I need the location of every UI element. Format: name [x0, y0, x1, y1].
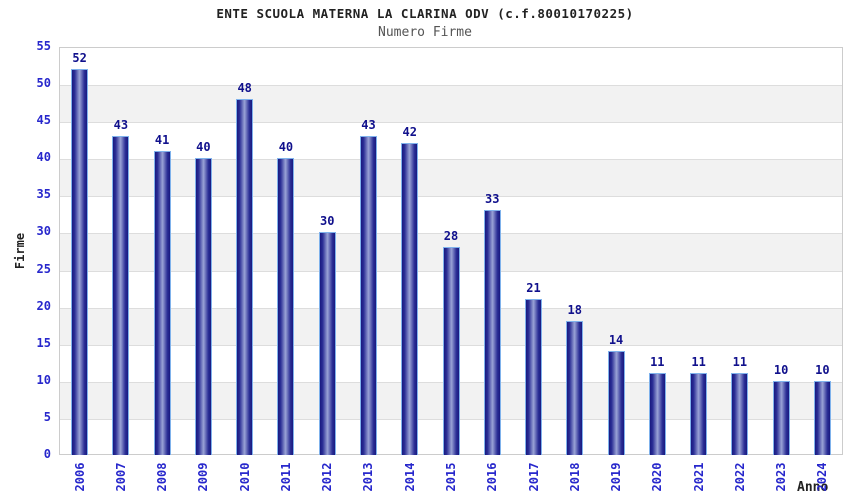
x-tick-label: 2015 — [444, 462, 458, 492]
x-tick-label: 2009 — [196, 462, 211, 492]
y-tick-label: 40 — [36, 150, 51, 165]
bar-value-label: 52 — [72, 51, 87, 66]
gridline — [60, 85, 842, 87]
bar — [607, 351, 625, 455]
y-tick-label: 10 — [36, 372, 51, 387]
gridline — [60, 122, 842, 124]
bar-value-label: 33 — [485, 192, 500, 207]
x-tick-label: 2021 — [691, 462, 706, 492]
bar — [813, 380, 831, 455]
x-tick-label: 2016 — [485, 462, 500, 492]
bar — [71, 69, 89, 455]
bar — [731, 373, 749, 455]
bar-value-label: 42 — [402, 125, 417, 140]
y-tick-label: 45 — [36, 113, 51, 128]
y-tick-label: 50 — [36, 76, 51, 91]
gridline — [60, 233, 842, 235]
bar — [401, 143, 419, 455]
y-tick-label: 15 — [36, 335, 51, 350]
bar — [690, 373, 708, 455]
bar-value-label: 10 — [773, 362, 789, 377]
x-tick-label: 2022 — [732, 462, 747, 492]
bar — [112, 136, 130, 455]
chart-title: ENTE SCUOLA MATERNA LA CLARINA ODV (c.f.… — [216, 6, 634, 21]
bar-value-label: 11 — [732, 355, 748, 370]
bar — [483, 210, 501, 455]
bar — [236, 98, 254, 455]
x-tick-label: 2017 — [526, 462, 541, 492]
background-band — [60, 159, 842, 197]
y-tick-label: 35 — [36, 187, 51, 202]
bar-value-label: 21 — [526, 281, 541, 296]
x-tick-label: 2020 — [650, 462, 665, 492]
background-band — [60, 85, 842, 123]
bar-value-label: 28 — [443, 229, 459, 244]
x-tick-label: 2011 — [278, 462, 293, 492]
bar — [359, 136, 377, 455]
bar-value-label: 40 — [278, 140, 294, 155]
bar — [566, 321, 584, 455]
gridline — [60, 196, 842, 198]
gridline — [60, 159, 842, 161]
bar-value-label: 43 — [113, 118, 129, 133]
x-tick-label: 2007 — [113, 462, 128, 492]
x-tick-label: 2018 — [567, 462, 582, 492]
x-tick-label: 2013 — [361, 462, 376, 492]
bar — [525, 299, 543, 455]
bar-value-label: 11 — [650, 355, 665, 370]
bar-value-label: 40 — [196, 140, 211, 155]
bar-value-label: 30 — [319, 214, 335, 229]
bar-value-label: 41 — [154, 132, 170, 147]
bar — [153, 150, 171, 455]
bar — [194, 158, 212, 455]
y-tick-label: 25 — [36, 261, 51, 276]
x-tick-label: 2010 — [237, 462, 252, 492]
bar-value-label: 14 — [608, 333, 624, 348]
y-tick-label: 0 — [43, 447, 51, 461]
bar — [772, 380, 790, 455]
x-tick-label: 2008 — [155, 462, 170, 492]
bar-value-label: 11 — [691, 355, 706, 370]
y-tick-label: 5 — [43, 409, 51, 424]
x-tick-label: 2024 — [815, 462, 830, 492]
x-axis-title: Anno — [797, 480, 829, 495]
bar — [442, 247, 460, 455]
y-tick-label: 30 — [36, 224, 51, 239]
bar — [648, 373, 666, 455]
y-tick-label: 20 — [36, 298, 51, 313]
bar — [277, 158, 295, 455]
bar-value-label: 10 — [815, 362, 830, 377]
x-tick-label: 2006 — [72, 462, 87, 492]
bar-value-label: 43 — [361, 118, 376, 133]
chart-subtitle: Numero Firme — [378, 25, 472, 40]
bar-value-label: 18 — [567, 303, 582, 318]
x-tick-label: 2019 — [609, 462, 624, 492]
y-tick-label: 55 — [36, 39, 51, 53]
bar-value-label: 48 — [237, 80, 252, 95]
x-tick-label: 2014 — [402, 462, 417, 492]
x-tick-label: 2023 — [774, 462, 789, 492]
x-tick-label: 2012 — [320, 462, 335, 492]
bar — [318, 232, 336, 455]
